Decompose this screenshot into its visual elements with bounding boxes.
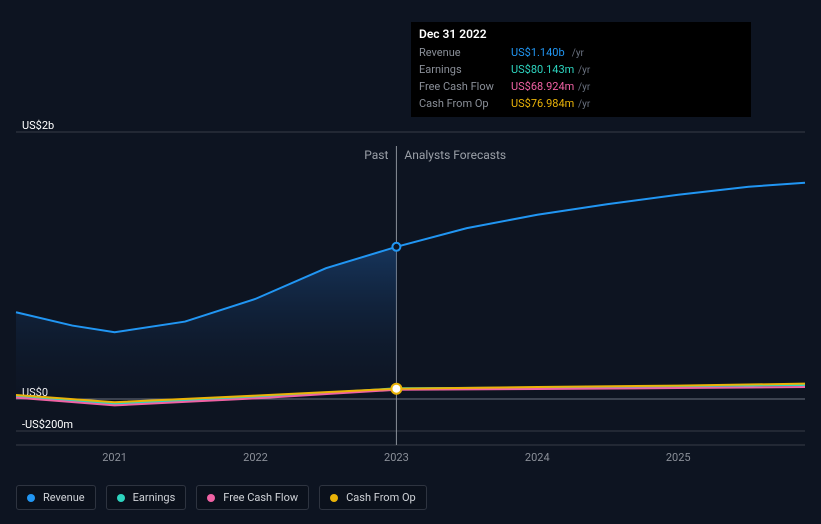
legend-item-earnings[interactable]: Earnings — [106, 485, 187, 510]
tooltip-row-value: US$80.143m — [511, 63, 574, 76]
tooltip-title: Dec 31 2022 — [419, 27, 487, 41]
tooltip-row-unit: /yr — [578, 99, 591, 110]
legend-label: Cash From Op — [346, 491, 416, 504]
legend-swatch-revenue — [27, 494, 35, 502]
financials-chart: US$2bUS$0-US$200mPastAnalysts Forecasts2… — [0, 0, 821, 524]
series-line-revenue — [16, 183, 805, 333]
legend-item-fcf[interactable]: Free Cash Flow — [196, 485, 309, 510]
split-label-forecast: Analysts Forecasts — [404, 148, 506, 162]
legend-label: Free Cash Flow — [223, 491, 298, 504]
tooltip-row-value: US$68.924m — [511, 80, 574, 93]
x-axis-label: 2023 — [384, 451, 409, 464]
revenue-area-past — [16, 247, 396, 399]
tooltip-row-value: US$76.984m — [511, 97, 574, 110]
marker-cfo — [391, 384, 401, 394]
split-label-past: Past — [364, 148, 388, 162]
legend-swatch-earnings — [117, 494, 125, 502]
y-axis-label: US$2b — [22, 119, 54, 132]
tooltip-row-label: Revenue — [419, 46, 461, 59]
tooltip-row-label: Free Cash Flow — [419, 80, 495, 93]
legend-swatch-cfo — [330, 494, 338, 502]
chart-svg: US$2bUS$0-US$200mPastAnalysts Forecasts2… — [0, 0, 821, 524]
tooltip-row-unit: /yr — [578, 82, 591, 93]
legend-label: Revenue — [43, 491, 85, 504]
tooltip-row-label: Cash From Op — [419, 97, 489, 110]
legend-item-cfo[interactable]: Cash From Op — [319, 485, 427, 510]
y-axis-label: -US$200m — [22, 418, 73, 431]
x-axis-label: 2021 — [102, 451, 127, 464]
marker-revenue — [392, 243, 400, 251]
x-axis-label: 2024 — [525, 451, 550, 464]
legend-item-revenue[interactable]: Revenue — [16, 485, 96, 510]
tooltip-row-unit: /yr — [572, 48, 585, 59]
tooltip-row-unit: /yr — [578, 65, 591, 76]
x-axis-label: 2022 — [243, 451, 268, 464]
tooltip-row-value: US$1.140b — [511, 46, 565, 59]
legend-label: Earnings — [133, 491, 176, 504]
legend-swatch-fcf — [207, 494, 215, 502]
x-axis-label: 2025 — [666, 451, 691, 464]
legend: Revenue Earnings Free Cash Flow Cash From O… — [16, 485, 427, 510]
tooltip-row-label: Earnings — [419, 63, 462, 76]
